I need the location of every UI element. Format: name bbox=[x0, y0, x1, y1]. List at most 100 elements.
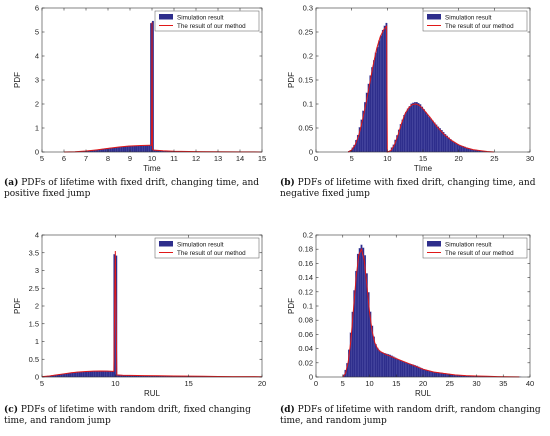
histogram-bar bbox=[393, 357, 395, 377]
caption-b-text: PDFs of lifetime with fixed drift, chang… bbox=[280, 178, 535, 199]
histogram-bar bbox=[79, 372, 81, 377]
caption-a-tag: (a) bbox=[4, 178, 18, 188]
x-tick-label: 25 bbox=[490, 154, 498, 163]
y-tick-label: 0.12 bbox=[298, 287, 313, 296]
histogram-bar bbox=[412, 103, 414, 152]
legend-label-method: The result of our method bbox=[177, 250, 246, 257]
histogram-bar bbox=[435, 372, 437, 377]
histogram-bar bbox=[446, 136, 448, 152]
histogram-bar bbox=[432, 121, 434, 152]
caption-c-text: PDFs of lifetime with random drift, fixe… bbox=[4, 405, 251, 426]
histogram-bar bbox=[423, 109, 425, 152]
histogram-bar bbox=[362, 248, 364, 377]
legend-swatch-simulation bbox=[427, 14, 441, 20]
x-tick-label: 9 bbox=[128, 154, 132, 163]
y-tick-label: 0.04 bbox=[298, 344, 313, 353]
histogram-bar bbox=[444, 134, 446, 152]
histogram-bar bbox=[453, 142, 455, 152]
x-tick-label: 14 bbox=[236, 154, 244, 163]
y-tick-label: 0.5 bbox=[29, 355, 39, 364]
x-tick-label: 15 bbox=[258, 154, 266, 163]
y-tick-label: 4 bbox=[35, 52, 39, 61]
histogram-bar bbox=[425, 112, 427, 152]
histogram-bar bbox=[137, 146, 139, 152]
x-tick-label: 5 bbox=[350, 154, 354, 163]
x-axis-label: TIme bbox=[414, 164, 433, 173]
histogram-bar bbox=[97, 371, 99, 377]
legend-swatch-simulation bbox=[159, 14, 173, 20]
y-axis-label: PDF bbox=[13, 298, 22, 314]
y-tick-label: 0.1 bbox=[303, 302, 313, 311]
histogram-bar bbox=[386, 354, 388, 377]
x-tick-label: 30 bbox=[526, 154, 534, 163]
histogram-bar bbox=[394, 358, 396, 377]
histogram-bar bbox=[132, 146, 134, 152]
histogram-bar bbox=[391, 356, 393, 377]
x-tick-label: 11 bbox=[170, 154, 178, 163]
x-tick-label: 30 bbox=[472, 379, 480, 388]
histogram-bar bbox=[377, 348, 379, 377]
histogram-bar bbox=[134, 146, 136, 152]
caption-c-tag: (c) bbox=[4, 405, 18, 415]
histogram-bar bbox=[411, 104, 413, 152]
histogram-bar bbox=[419, 368, 421, 377]
x-tick-label: 10 bbox=[383, 154, 391, 163]
y-tick-label: 0.25 bbox=[298, 28, 313, 37]
y-tick-label: 2 bbox=[35, 100, 39, 109]
histogram-bar bbox=[117, 147, 119, 152]
caption-a: (a) PDFs of lifetime with fixed drift, c… bbox=[4, 178, 272, 200]
histogram-bar bbox=[407, 109, 409, 152]
histogram-bar bbox=[387, 354, 389, 377]
histogram-bar bbox=[88, 372, 90, 377]
histogram-bar bbox=[418, 367, 420, 377]
x-tick-label: 12 bbox=[192, 154, 200, 163]
histogram-bar bbox=[115, 147, 117, 152]
y-tick-label: 0.06 bbox=[298, 330, 313, 339]
y-axis-label: PDF bbox=[13, 72, 22, 88]
x-tick-label: 20 bbox=[419, 379, 427, 388]
histogram-bar bbox=[81, 372, 83, 377]
x-tick-label: 10 bbox=[148, 154, 156, 163]
caption-c: (c) PDFs of lifetime with random drift, … bbox=[4, 405, 272, 427]
y-tick-label: 5 bbox=[35, 28, 39, 37]
x-tick-label: 5 bbox=[341, 379, 345, 388]
y-tick-label: 0.3 bbox=[303, 4, 313, 13]
histogram-bar bbox=[414, 102, 416, 152]
histogram-bar bbox=[441, 130, 443, 152]
histogram-bar bbox=[103, 371, 105, 377]
histogram-bar bbox=[396, 359, 398, 377]
y-tick-label: 0.02 bbox=[298, 358, 313, 367]
histogram-bar bbox=[375, 53, 377, 152]
histogram-bar bbox=[421, 107, 423, 152]
y-tick-label: 2 bbox=[35, 302, 39, 311]
histogram-bar bbox=[378, 40, 380, 152]
y-tick-label: 0.18 bbox=[298, 245, 313, 254]
caption-d-tag: (d) bbox=[280, 405, 295, 415]
caption-a-text: PDFs of lifetime with fixed drift, chang… bbox=[4, 178, 259, 199]
histogram-bar bbox=[143, 146, 145, 152]
histogram-bar bbox=[389, 355, 391, 377]
x-axis-label: Time bbox=[143, 164, 161, 173]
x-tick-label: 15 bbox=[184, 379, 192, 388]
histogram-bar bbox=[407, 363, 409, 377]
y-tick-label: 3 bbox=[35, 76, 39, 85]
histogram-bar bbox=[416, 102, 418, 152]
histogram-bar bbox=[405, 363, 407, 377]
x-axis-label: RUL bbox=[144, 389, 161, 398]
histogram-bar bbox=[92, 371, 94, 377]
histogram-bar bbox=[425, 370, 427, 377]
y-axis-label: PDF bbox=[287, 72, 296, 88]
y-tick-label: 6 bbox=[35, 4, 39, 13]
histogram-bar bbox=[378, 350, 380, 377]
histogram-bar bbox=[119, 147, 121, 152]
histogram-bar bbox=[141, 146, 143, 152]
y-tick-label: 4 bbox=[35, 231, 39, 240]
y-tick-label: 2.5 bbox=[29, 284, 39, 293]
histogram-bar bbox=[450, 139, 452, 152]
